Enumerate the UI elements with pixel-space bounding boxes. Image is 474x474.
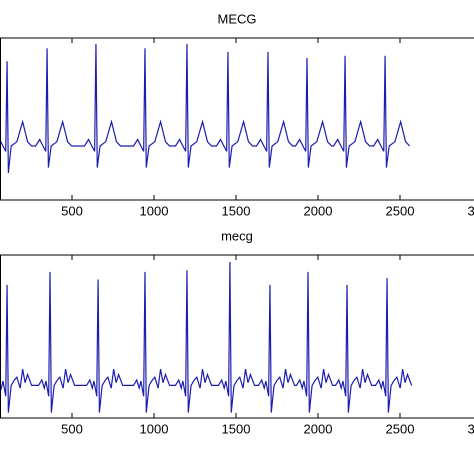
x-tick-label: 500 [61,421,83,436]
subplot-title: MECG [218,11,257,26]
x-tick-label: 2000 [304,421,333,436]
subplot-title: mecg [221,228,253,243]
axes-box [0,254,474,419]
ecg-trace [0,43,411,174]
x-tick-label: 2500 [386,203,415,218]
x-tick-label: 1500 [222,203,251,218]
x-tick-label: 2500 [386,421,415,436]
x-tick-label: 1000 [140,421,169,436]
x-tick-label: 1000 [140,203,169,218]
axes-box [0,37,474,201]
x-tick-label: 500 [61,203,83,218]
x-tick-label: 2000 [304,203,333,218]
ecg-trace [0,262,413,413]
x-tick-label: 1500 [222,421,251,436]
x-tick-label: 3000 [468,421,474,436]
x-tick-label: 3000 [468,203,474,218]
